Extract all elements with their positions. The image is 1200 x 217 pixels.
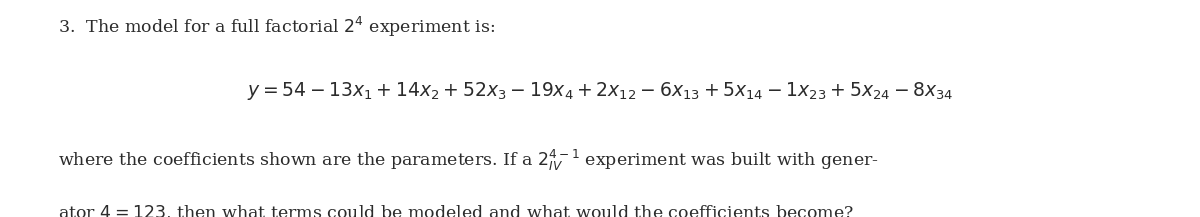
Text: ator $4 = 123$, then what terms could be modeled and what would the coefficients: ator $4 = 123$, then what terms could be… (58, 204, 853, 217)
Text: 3.  The model for a full factorial $2^4$ experiment is:: 3. The model for a full factorial $2^4$ … (58, 15, 494, 39)
Text: $y = 54 - 13x_1 + 14x_2 + 52x_3 - 19x_4 + 2x_{12} - 6x_{13} + 5x_{14} - 1x_{23} : $y = 54 - 13x_1 + 14x_2 + 52x_3 - 19x_4 … (247, 80, 953, 102)
Text: where the coefficients shown are the parameters. If a $2^{4-1}_{IV}$ experiment : where the coefficients shown are the par… (58, 148, 878, 173)
